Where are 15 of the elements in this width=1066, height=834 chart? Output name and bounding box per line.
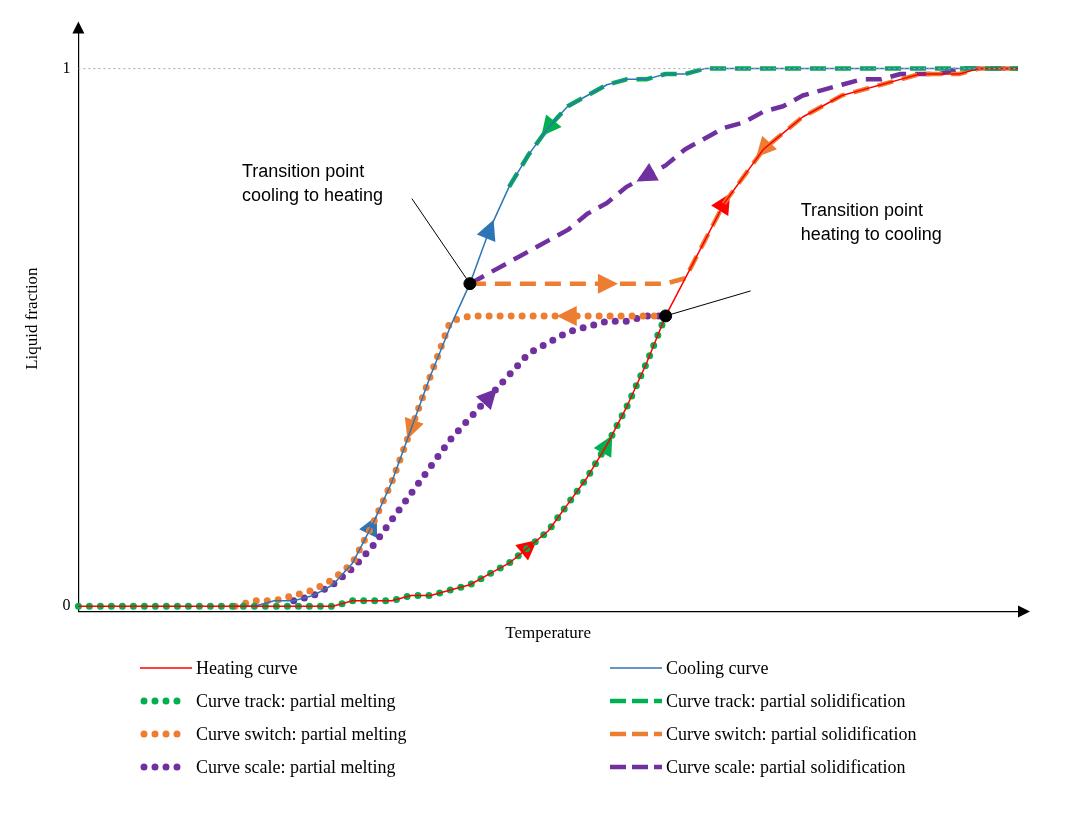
legend-label: Curve scale: partial solidification <box>666 756 906 778</box>
y-tick-label: 0 <box>62 596 71 614</box>
line-series <box>506 66 1021 190</box>
legend-label: Cooling curve <box>666 657 769 679</box>
legend-label: Curve switch: partial melting <box>196 723 407 745</box>
annotation: Transition point cooling to heating <box>241 159 384 207</box>
legend-label: Curve track: partial solidification <box>666 690 906 712</box>
legend-label: Curve track: partial melting <box>196 690 396 712</box>
y-tick-label: 1 <box>62 58 71 76</box>
annotation: Transition point heating to cooling <box>800 198 943 246</box>
x-axis-title: Temperature <box>505 623 592 643</box>
y-axis-title: Liquid fraction <box>21 266 41 370</box>
legend-label: Curve switch: partial solidification <box>666 723 917 745</box>
legend-label: Curve scale: partial melting <box>196 756 396 778</box>
legend-label: Heating curve <box>196 657 298 679</box>
